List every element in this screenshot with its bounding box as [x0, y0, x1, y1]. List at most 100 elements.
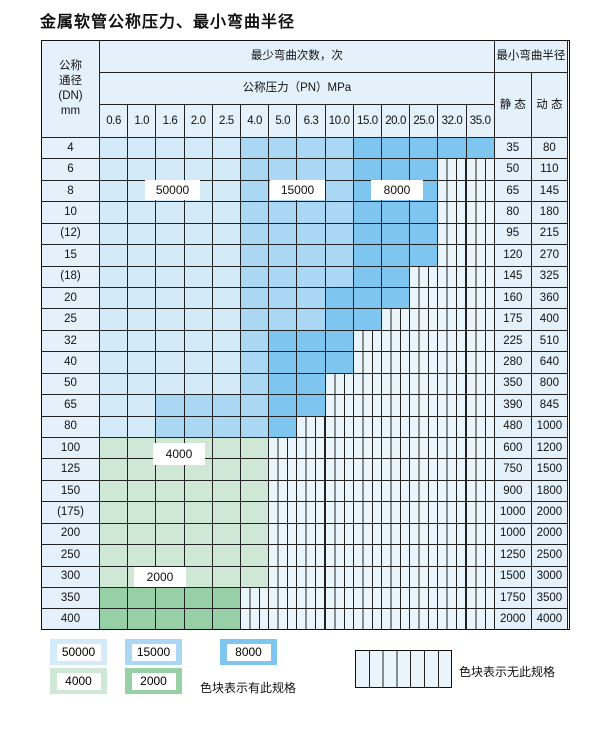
spec-cell-15000	[297, 288, 326, 310]
dynamic-radius-cell: 1200	[531, 438, 568, 460]
legend-label: 4000	[56, 672, 101, 690]
static-radius-cell: 225	[494, 330, 532, 353]
dynamic-radius-cell-text: 1200	[536, 441, 563, 454]
no-spec-cell	[438, 523, 467, 546]
static-radius-cell: 80	[494, 202, 532, 224]
static-radius-cell: 175	[494, 309, 532, 331]
no-spec-cell	[325, 416, 354, 438]
no-spec-cell	[466, 373, 495, 396]
no-spec-cell	[438, 395, 467, 417]
spec-cell-50000	[156, 309, 185, 331]
no-spec-cell	[353, 588, 382, 610]
spec-cell-50000	[128, 395, 157, 417]
spec-cell-15000	[325, 245, 354, 267]
dynamic-radius-cell: 1800	[531, 480, 568, 503]
pressure-col-header: 32.0	[438, 105, 467, 138]
dn-cell: (12)	[42, 223, 100, 246]
no-spec-cell	[241, 609, 270, 629]
dynamic-radius-cell-text: 4000	[536, 613, 563, 626]
no-spec-cell	[410, 288, 439, 310]
no-spec-cell	[466, 438, 495, 460]
no-spec-cell	[466, 395, 495, 417]
spec-cell-50000	[212, 245, 241, 267]
spec-cell-50000	[100, 309, 129, 331]
spec-cell-8000	[410, 138, 439, 160]
spec-cell-15000	[297, 138, 326, 160]
spec-cell-50000	[156, 266, 185, 288]
pressure-col-header: 2.0	[184, 105, 213, 138]
spec-cell-50000	[100, 395, 129, 417]
static-radius-cell: 390	[494, 395, 532, 417]
static-radius-cell-text: 900	[503, 484, 523, 497]
dn-cell-text: 250	[60, 548, 81, 561]
no-spec-cell	[410, 459, 439, 481]
spec-cell-2000	[156, 588, 185, 610]
no-spec-cell	[269, 502, 298, 524]
spec-cell-4000	[212, 566, 241, 589]
no-spec-cell	[466, 352, 495, 374]
static-radius-cell: 900	[494, 480, 532, 503]
dynamic-radius-cell: 270	[531, 245, 568, 267]
no-spec-cell	[353, 438, 382, 460]
no-spec-cell	[353, 352, 382, 374]
spec-cell-4000	[212, 502, 241, 524]
spec-cell-15000	[325, 266, 354, 288]
dn-cell: 300	[42, 566, 100, 589]
pressure-col-header: 6.3	[297, 105, 326, 138]
spec-cell-15000	[269, 288, 298, 310]
spec-cell-50000	[128, 288, 157, 310]
spec-cell-50000	[100, 223, 129, 246]
pressure-col-header: 15.0	[353, 105, 382, 138]
spec-cell-8000	[353, 245, 382, 267]
static-radius-cell-text: 350	[503, 377, 523, 390]
no-spec-cell	[297, 523, 326, 546]
no-spec-cell	[466, 502, 495, 524]
no-spec-cell	[410, 395, 439, 417]
dynamic-radius-cell-text: 640	[539, 356, 559, 369]
page-title: 金属软管公称压力、最小弯曲半径	[40, 12, 296, 31]
spec-cell-50000	[156, 352, 185, 374]
spec-cell-50000	[212, 202, 241, 224]
spec-cell-50000	[100, 416, 129, 438]
pressure-bend-table: 公称 通径 (DN) mm 最少弯曲次数，次 公称压力（PN）MPa 最小弯曲半径静 …	[41, 40, 570, 630]
static-radius-cell-text: 80	[506, 206, 520, 219]
no-spec-cell	[325, 459, 354, 481]
spec-cell-50000	[212, 373, 241, 396]
no-spec-cell	[325, 438, 354, 460]
spec-cell-15000	[156, 395, 185, 417]
spec-cell-8000	[353, 223, 382, 246]
spec-cell-4000	[156, 480, 185, 503]
region-label-50000: 50000	[145, 180, 200, 200]
no-spec-cell	[353, 545, 382, 567]
no-spec-cell	[438, 245, 467, 267]
dn-cell: 100	[42, 438, 100, 460]
spec-cell-8000	[382, 245, 411, 267]
no-spec-cell	[466, 180, 495, 203]
spec-cell-4000	[212, 438, 241, 460]
spec-cell-50000	[100, 138, 129, 160]
spec-cell-50000	[100, 288, 129, 310]
dynamic-radius-cell: 1000	[531, 416, 568, 438]
spec-cell-15000	[241, 309, 270, 331]
static-radius-cell: 480	[494, 416, 532, 438]
dynamic-radius-cell-text: 80	[542, 141, 556, 154]
spec-cell-4000	[241, 502, 270, 524]
dn-cell-text: 15	[64, 248, 77, 261]
spec-cell-50000	[156, 245, 185, 267]
spec-cell-50000	[184, 202, 213, 224]
no-spec-cell	[438, 223, 467, 246]
no-spec-cell	[325, 373, 354, 396]
spec-cell-8000	[353, 138, 382, 160]
no-spec-cell	[466, 459, 495, 481]
spec-cell-4000	[156, 502, 185, 524]
bend-count-header-text: 最少弯曲次数，次	[250, 50, 343, 63]
spec-cell-4000	[241, 480, 270, 503]
static-radius-cell: 350	[494, 373, 532, 396]
legend-available-note: 色块表示有此规格	[200, 681, 297, 695]
no-spec-cell	[410, 352, 439, 374]
no-spec-cell	[353, 330, 382, 353]
spec-cell-15000	[184, 416, 213, 438]
spec-cell-50000	[156, 138, 185, 160]
dynamic-radius-cell-text: 325	[539, 270, 559, 283]
pressure-col-header-text: 25.0	[413, 114, 435, 127]
